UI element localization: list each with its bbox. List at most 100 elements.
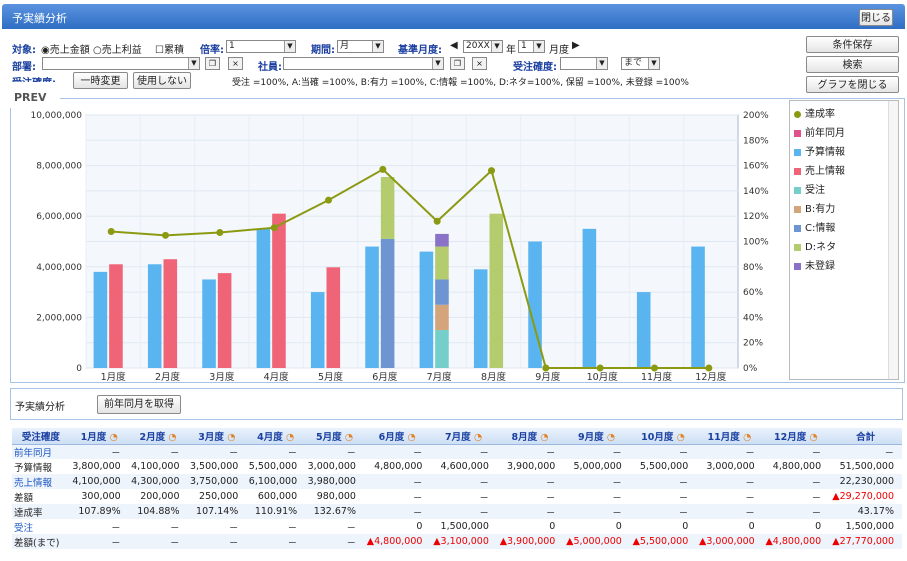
certainty-from-select[interactable]: ▼ [560, 57, 608, 70]
dept-select[interactable]: ▼ [42, 57, 200, 70]
table-cell: 6,100,000 [246, 474, 306, 489]
table-cell: － [430, 474, 497, 489]
save-conditions-button[interactable]: 条件保存 [806, 36, 899, 53]
search-button[interactable]: 検索 [806, 56, 899, 73]
table-cell: － [696, 504, 763, 519]
clear-icon[interactable]: × [228, 57, 243, 70]
table-cell: 3,980,000 [305, 474, 364, 489]
table-cell: － [496, 504, 564, 519]
certainty-to-select[interactable]: まで ▼ [621, 57, 660, 70]
prev-month-arrow-icon[interactable]: ◀ [450, 40, 458, 51]
chart-panel [10, 98, 905, 383]
row-label[interactable]: 売上情報 [12, 474, 70, 489]
table-cell: － [363, 504, 431, 519]
legend-item: 前年同月 [794, 124, 845, 139]
table-cell: － [128, 534, 188, 549]
legend-label: 売上情報 [805, 166, 845, 177]
month-select[interactable]: 1 ▼ [518, 40, 545, 53]
row-label[interactable]: 受注 [14, 522, 34, 534]
pie-chart-icon: ◔ [341, 431, 354, 443]
chevron-down-icon: ▼ [188, 58, 199, 69]
window-title: 予実績分析 [12, 12, 67, 25]
table-cell: 4,600,000 [440, 461, 489, 472]
legend-item: 売上情報 [794, 162, 845, 177]
table-header-month[interactable]: 11月度 ◔ [696, 428, 763, 445]
table-header-month[interactable]: 3月度 ◔ [187, 428, 247, 445]
copy-icon[interactable]: ❐ [205, 57, 220, 70]
radio-sales-amount[interactable]: ◉売上金額 [41, 45, 90, 56]
table-cell: 1,500,000 [845, 521, 894, 532]
month-value: 1 [521, 41, 527, 51]
cumulative-checkbox[interactable]: ☐累積 [155, 45, 184, 56]
table-cell: 0 [815, 521, 822, 532]
row-label[interactable]: 前年同月 [12, 444, 70, 459]
table-header-month[interactable]: 10月度 ◔ [629, 428, 697, 445]
dept-label: 部署: [12, 62, 36, 73]
table-header-month[interactable]: 12月度 ◔ [762, 428, 830, 445]
year-value: 20XX [466, 41, 490, 51]
legend-item: D:ネタ [794, 238, 836, 253]
table-cell: － [430, 504, 497, 519]
radio-sales-profit[interactable]: ○売上利益 [93, 45, 142, 56]
table-cell: － [363, 444, 431, 459]
table-cell: 200,000 [140, 491, 180, 502]
table-cell: － [563, 474, 630, 489]
table-header-month[interactable]: 5月度 ◔ [305, 428, 364, 445]
table-cell: － [228, 522, 239, 534]
pie-chart-icon: ◔ [537, 431, 549, 443]
table-header-month[interactable]: 1月度 ◔ [69, 428, 129, 445]
prev-tab[interactable]: PREV [0, 86, 60, 108]
data-table: 受注確度 1月度 ◔ 2月度 ◔ 3月度 ◔ 4月度 ◔ 5月度 ◔ 6月度 ◔ 7月度 ◔ 8… [12, 428, 902, 549]
legend-swatch [794, 110, 801, 118]
temp-change-button[interactable]: 一時変更 [73, 72, 128, 89]
table-cell: － [187, 534, 247, 549]
get-prev-year-button[interactable]: 前年同月を取得 [97, 395, 181, 414]
close-button[interactable]: 閉じる [859, 9, 893, 26]
copy-icon[interactable]: ❐ [450, 57, 465, 70]
table-cell: 132.67% [305, 504, 364, 519]
table-header-row: 受注確度 1月度 ◔ 2月度 ◔ 3月度 ◔ 4月度 ◔ 5月度 ◔ 6月度 ◔ 7月度 ◔ 8… [12, 428, 902, 445]
table-cell: ▲3,000,000 [696, 534, 763, 549]
table-header-month[interactable]: 2月度 ◔ [128, 428, 188, 445]
table-cell: 300,000 [81, 491, 121, 502]
table-header-month[interactable]: 9月度 ◔ [563, 428, 630, 445]
clear-icon[interactable]: × [472, 57, 487, 70]
table-cell: － [629, 474, 697, 489]
table-header-month[interactable]: 6月度 ◔ [363, 428, 431, 445]
period-select[interactable]: 月 ▼ [337, 40, 384, 53]
pie-chart-icon: ◔ [470, 431, 483, 443]
legend-scrollbar[interactable] [888, 101, 898, 379]
table-cell: － [696, 474, 763, 489]
row-label: 差額 [14, 492, 34, 504]
table-cell: － [496, 474, 564, 489]
close-graph-button[interactable]: グラフを閉じる [806, 76, 899, 93]
table-cell: － [829, 444, 902, 459]
pie-chart-icon: ◔ [165, 431, 177, 443]
table-header-month[interactable]: 4月度 ◔ [246, 428, 306, 445]
table-cell: ▲4,800,000 [363, 534, 431, 549]
rate-select[interactable]: 1 ▼ [226, 40, 296, 53]
legend-swatch [794, 224, 801, 232]
table-cell: － [246, 534, 306, 549]
pie-chart-icon: ◔ [106, 431, 118, 443]
radio-sales-profit-label: 売上利益 [101, 45, 142, 56]
legend-swatch [794, 243, 801, 251]
table-header-month[interactable]: 7月度 ◔ [430, 428, 497, 445]
period-label: 期間: [311, 45, 335, 56]
row-label: 予算情報 [14, 462, 53, 474]
next-month-arrow-icon[interactable]: ▶ [572, 40, 580, 51]
chevron-down-icon: ▼ [596, 58, 607, 69]
pie-chart-icon: ◔ [404, 431, 416, 443]
pie-chart-icon: ◔ [673, 431, 685, 443]
table-cell: 22,230,000 [829, 474, 902, 489]
table-cell: － [629, 504, 697, 519]
year-select[interactable]: 20XX ▼ [463, 40, 503, 53]
legend-label: 達成率 [805, 109, 835, 120]
table-cell: 5,500,000 [639, 461, 689, 472]
staff-select[interactable]: ▼ [283, 57, 444, 70]
table-cell: － [246, 444, 306, 459]
rate-label: 倍率: [200, 45, 224, 56]
not-use-button[interactable]: 使用しない [133, 72, 191, 89]
table-header-month[interactable]: 8月度 ◔ [496, 428, 564, 445]
legend-item: 未登録 [794, 257, 835, 272]
